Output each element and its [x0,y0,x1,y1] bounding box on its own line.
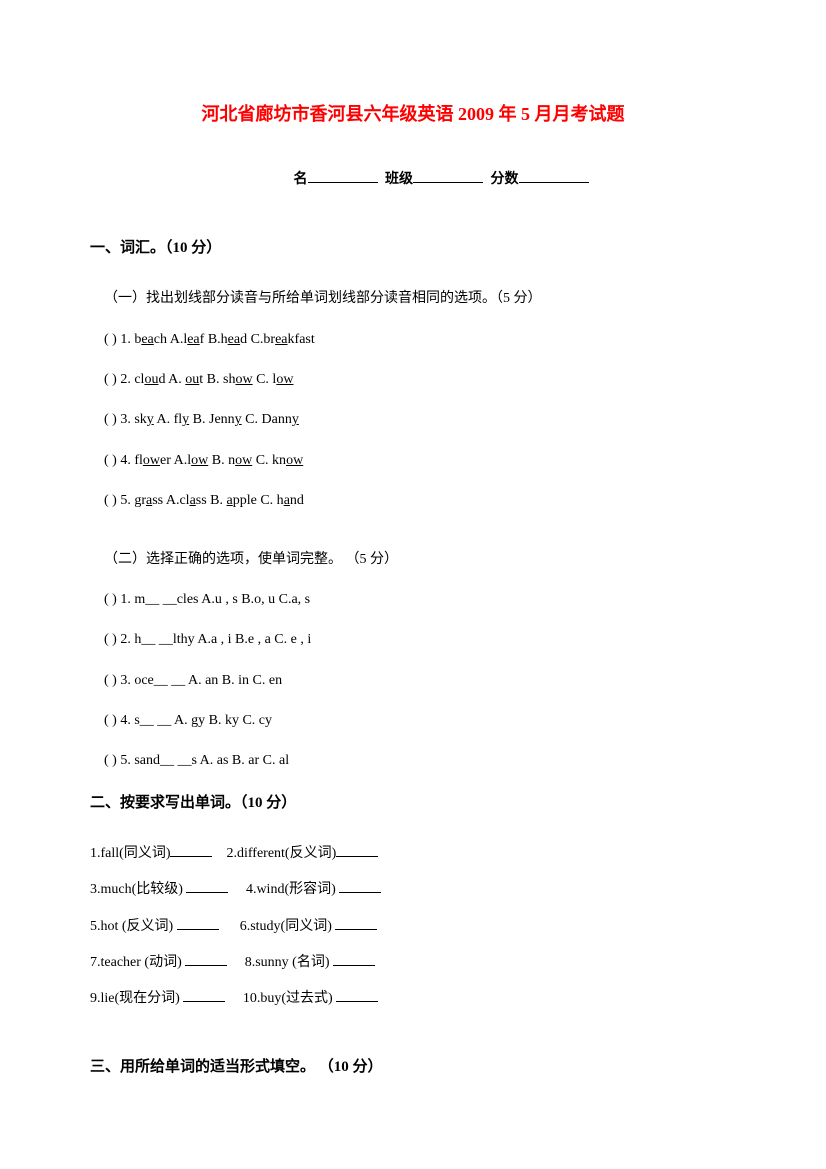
exam-title: 河北省廊坊市香河县六年级英语 2009 年 5 月月考试题 [90,100,736,129]
s1p1-q4: ( ) 4. flower A.low B. now C. know [90,450,736,472]
s2-blank-4[interactable] [339,892,381,893]
s1p2-q5: ( ) 5. sand__ __s A. as B. ar C. al [90,750,736,772]
s1p2-q2: ( ) 2. h__ __lthy A.a , i B.e , a C. e ,… [90,629,736,651]
class-label: 班级 [385,172,413,187]
s1p1-q3: ( ) 3. sky A. fly B. Jenny C. Danny [90,409,736,431]
score-label: 分数 [491,172,519,187]
s2-blank-10[interactable] [336,1001,378,1002]
s2-row4: 7.teacher (动词) 8.sunny (名词) [90,952,736,974]
s2-blank-7[interactable] [185,965,227,966]
s1p1-q2: ( ) 2. cloud A. out B. show C. low [90,369,736,391]
s1p2-q1: ( ) 1. m__ __cles A.u , s B.o, u C.a, s [90,589,736,611]
score-blank[interactable] [519,182,589,183]
s2-blank-3[interactable] [186,892,228,893]
name-blank[interactable] [308,182,378,183]
section-1-heading: 一、词汇。（10 分） [90,236,736,260]
s2-blank-6[interactable] [335,929,377,930]
class-blank[interactable] [413,182,483,183]
s2-row5: 9.lie(现在分词) 10.buy(过去式) [90,988,736,1010]
student-info-line: 名 班级 分数 [90,169,736,191]
s1p2-q4: ( ) 4. s__ __ A. gy B. ky C. cy [90,710,736,732]
s1p1-q1: ( ) 1. beach A.leaf B.head C.breakfast [90,329,736,351]
s2-blank-5[interactable] [177,929,219,930]
s2-blank-8[interactable] [333,965,375,966]
section-2-heading: 二、按要求写出单词。（10 分） [90,791,736,815]
s1p2-q3: ( ) 3. oce__ __ A. an B. in C. en [90,670,736,692]
s2-blank-1[interactable] [170,856,212,857]
section-1-part-2-intro: （二）选择正确的选项，使单词完整。 （5 分） [90,549,736,571]
s2-row1: 1.fall(同义词) 2.different(反义词) [90,843,736,865]
s2-blank-2[interactable] [336,856,378,857]
s2-blank-9[interactable] [183,1001,225,1002]
section-3-heading: 三、用所给单词的适当形式填空。 （10 分） [90,1055,736,1079]
name-label: 名 [294,172,308,187]
s2-row3: 5.hot (反义词) 6.study(同义词) [90,916,736,938]
s1p1-q5: ( ) 5. grass A.class B. apple C. hand [90,490,736,512]
s2-row2: 3.much(比较级) 4.wind(形容词) [90,879,736,901]
section-1-part-1-intro: （一）找出划线部分读音与所给单词划线部分读音相同的选项。（5 分） [90,288,736,310]
